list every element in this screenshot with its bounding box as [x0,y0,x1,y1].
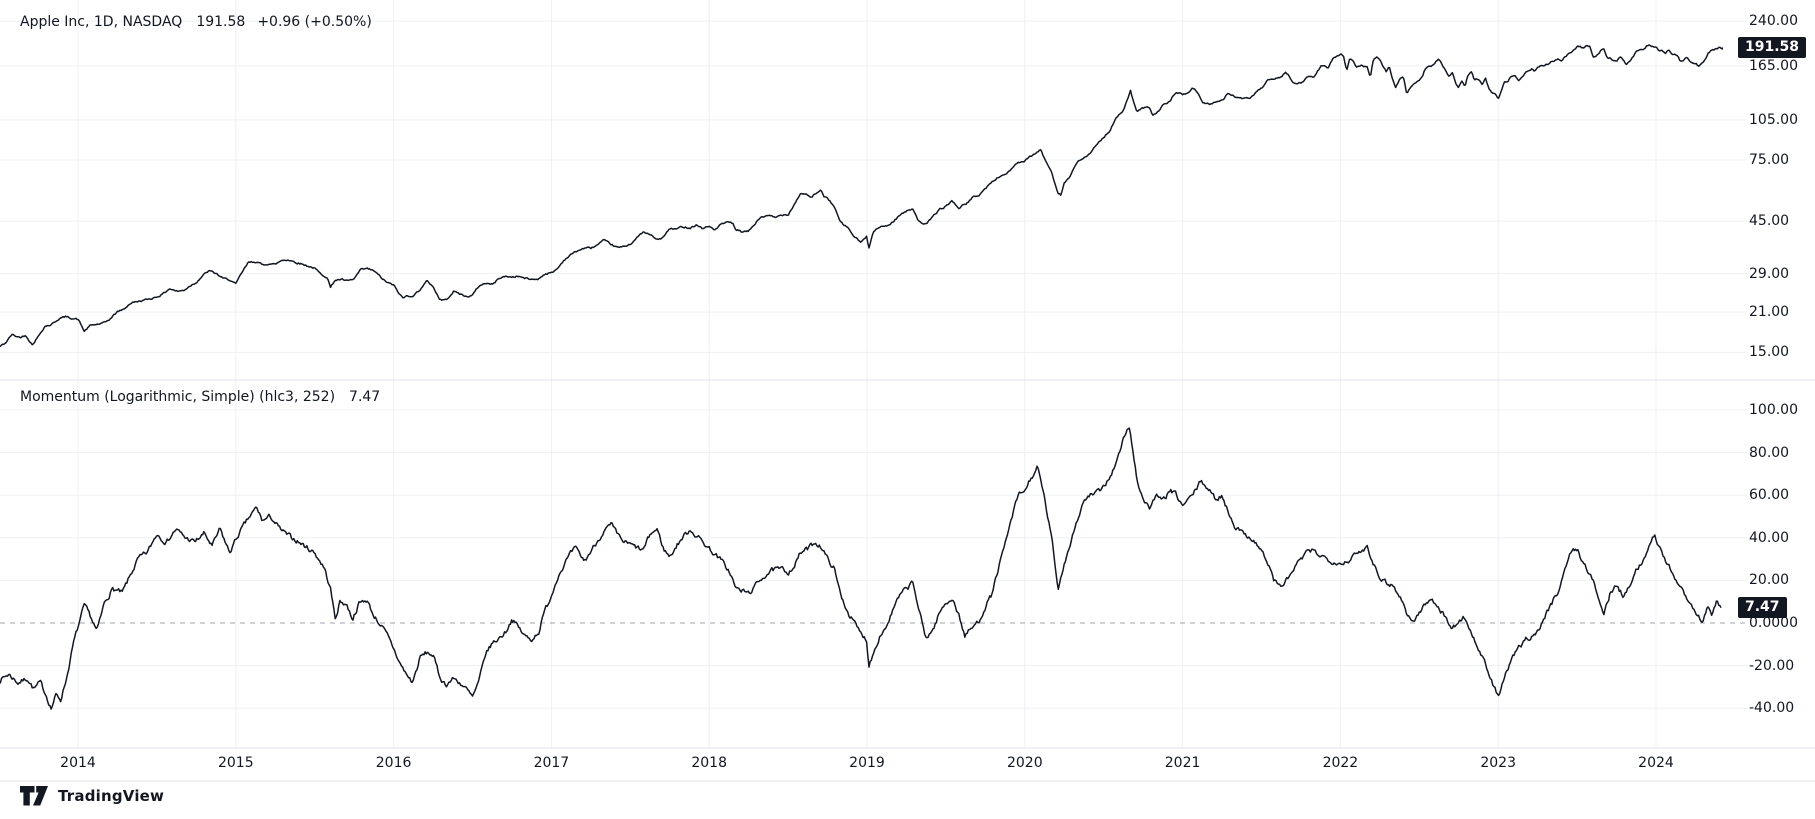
time-axis-year: 2020 [1006,755,1043,771]
tradingview-logo-text: TradingView [58,787,165,805]
time-axis-year: 2015 [217,755,254,771]
symbol-title[interactable]: Apple Inc, 1D, NASDAQ [20,14,183,30]
gridlines [0,0,1747,748]
momentum-axis-tick: 0.0000 [1749,615,1798,631]
time-axis-year: 2017 [533,755,570,771]
price-scale-axis[interactable]: 191.58 240.00 165.00 105.00 75.00 45.00 29.00… [1738,0,1815,380]
price-axis-tick: 105.00 [1749,111,1798,128]
time-axis-year: 2022 [1322,755,1359,771]
momentum-legend[interactable]: Momentum (Logarithmic, Simple) (hlc3, 25… [20,389,380,405]
tradingview-logo[interactable]: TradingView [20,786,164,806]
price-legend[interactable]: Apple Inc, 1D, NASDAQ 191.58 +0.96 (+0.5… [20,14,372,30]
price-axis-tick: 21.00 [1749,304,1790,321]
price-axis-tick: 29.00 [1749,265,1790,282]
price-axis-tick: 240.00 [1749,13,1798,30]
time-axis-year: 2018 [691,755,727,771]
time-axis-year: 2023 [1480,755,1516,771]
momentum-axis-tick: -40.00 [1749,700,1795,717]
price-axis-tick: 15.00 [1749,344,1790,361]
panel-borders [0,379,1815,782]
time-axis-year: 2021 [1164,755,1201,771]
last-price-value: 191.58 [196,14,246,30]
time-axis-year: 2016 [375,755,412,771]
time-axis-year: 2024 [1638,755,1674,771]
price-change-value: +0.96 (+0.50%) [257,14,372,30]
momentum-axis-tick: 40.00 [1749,529,1790,546]
momentum-axis-tick: 80.00 [1749,444,1790,461]
momentum-axis-tick: 100.00 [1749,402,1798,418]
price-badge: 191.58 [1738,37,1807,59]
indicator-value: 7.47 [349,389,381,405]
price-series-line[interactable] [0,44,1724,348]
price-axis-tick: 75.00 [1749,152,1790,169]
indicator-title[interactable]: Momentum (Logarithmic, Simple) (hlc3, 25… [20,389,336,405]
time-axis-year: 2019 [849,755,885,771]
time-axis-year: 2014 [60,755,96,771]
time-axis[interactable]: 2014 2015 2016 2017 2018 2019 2020 2021 2022 2023… [0,748,1815,781]
price-axis-tick: 165.00 [1749,57,1798,74]
tradingview-logo-icon [20,786,48,806]
momentum-series-line[interactable] [0,427,1722,710]
momentum-axis-tick: 60.00 [1749,487,1790,504]
momentum-axis-tick: 20.00 [1749,572,1790,589]
momentum-axis-tick: -20.00 [1749,657,1795,674]
price-axis-tick: 45.00 [1749,213,1790,230]
momentum-scale-axis[interactable]: 7.47 100.00 80.00 60.00 40.00 20.00 0.0000 -20… [1738,380,1815,748]
momentum-badge: 7.47 [1738,596,1787,618]
